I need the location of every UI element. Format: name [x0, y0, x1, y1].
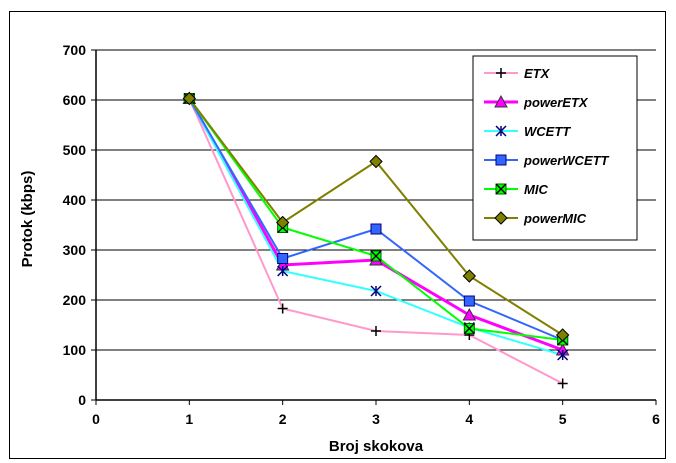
- legend-marker: [495, 154, 507, 166]
- chart-frame: 0 100 200 300 400 500 600 700 0 1 2 3 4 5 6 ETX powerET…: [9, 11, 666, 459]
- y-tick-label: 300: [63, 242, 87, 258]
- legend-label: MIC: [524, 182, 548, 197]
- legend: ETX powerETX WCETT powerWCETT MIC powerMIC: [472, 55, 638, 241]
- data-point-powerETX: [462, 307, 477, 321]
- series-layer: [182, 91, 570, 389]
- x-axis-title: Broj skokova: [329, 438, 424, 455]
- legend-label: powerETX: [523, 95, 589, 110]
- data-point-powerMIC: [275, 215, 290, 230]
- axes: 0 100 200 300 400 500 600 700 0 1 2 3 4 5 6: [63, 42, 660, 427]
- line-chart: 0 100 200 300 400 500 600 700 0 1 2 3 4 5 6 ETX powerET…: [19, 42, 660, 455]
- legend-marker: [495, 183, 507, 195]
- x-tick-label: 5: [559, 411, 567, 427]
- legend-box: [472, 55, 638, 241]
- y-tick-label: 400: [63, 192, 87, 208]
- legend-label: powerWCETT: [523, 153, 610, 168]
- legend-marker: [496, 68, 506, 78]
- y-tick-label: 500: [63, 142, 87, 158]
- data-point-WCETT: [277, 265, 289, 277]
- x-tick-label: 1: [185, 411, 193, 427]
- legend-item-WCETT: WCETT: [484, 124, 571, 139]
- y-tick-label: 0: [78, 392, 86, 408]
- legend-marker: [494, 211, 508, 225]
- data-point-powerMIC: [462, 269, 477, 283]
- data-point-powerMIC: [369, 154, 383, 169]
- data-point-powerWCETT: [370, 223, 382, 235]
- data-point-powerWCETT: [277, 253, 289, 264]
- legend-marker: [495, 125, 507, 137]
- legend-item-powerMIC: powerMIC: [484, 211, 587, 226]
- legend-item-powerWCETT: powerWCETT: [484, 153, 610, 168]
- x-tick-label: 6: [652, 411, 660, 427]
- legend-marker: [494, 94, 508, 108]
- data-point-MIC: [370, 250, 382, 262]
- x-tick-label: 3: [372, 411, 380, 427]
- data-point-powerWCETT: [463, 295, 475, 307]
- y-axis-title: Protok (kbps): [19, 171, 36, 268]
- y-tick-label: 200: [63, 292, 87, 308]
- data-point-powerMIC: [555, 328, 570, 342]
- y-tick-label: 700: [63, 42, 87, 58]
- legend-label: powerMIC: [523, 211, 587, 226]
- data-point-ETX: [277, 303, 288, 314]
- x-tick-label: 4: [465, 411, 473, 427]
- legend-item-ETX: ETX: [484, 66, 551, 81]
- y-tick-label: 600: [63, 92, 87, 108]
- data-point-powerMIC: [182, 91, 197, 106]
- data-point-MIC: [463, 323, 475, 334]
- legend-label: ETX: [524, 66, 551, 81]
- legend-label: WCETT: [524, 124, 571, 139]
- data-point-ETX: [371, 326, 381, 336]
- data-point-WCETT: [557, 349, 569, 361]
- x-tick-label: 0: [92, 411, 100, 427]
- data-point-ETX: [557, 378, 568, 389]
- legend-item-powerETX: powerETX: [484, 94, 589, 110]
- y-tick-label: 100: [63, 342, 87, 358]
- data-point-WCETT: [370, 285, 382, 297]
- x-tick-label: 2: [279, 411, 287, 427]
- legend-item-MIC: MIC: [484, 182, 548, 197]
